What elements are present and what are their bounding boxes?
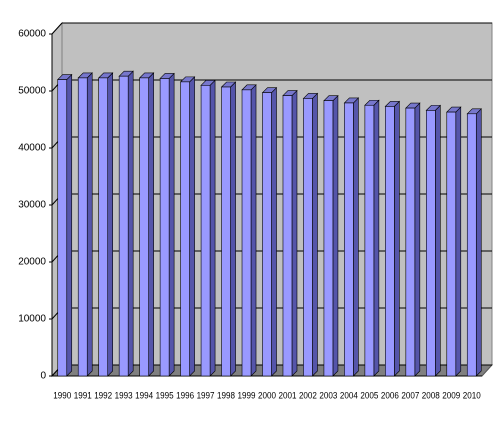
bar-side [107,72,113,377]
y-tick-label: 40000 [18,143,46,154]
x-tick-label: 2010 [463,390,481,400]
bar [241,89,252,377]
bar [344,102,354,377]
bar-side [148,72,154,377]
y-tick-label: 50000 [18,86,46,97]
bar [405,107,416,377]
x-tick-label: 1991 [74,390,92,400]
bar [282,95,293,377]
y-tick-label: 30000 [18,200,46,211]
x-tick-label: 1998 [217,390,235,400]
y-tick-label: 60000 [18,29,46,40]
x-tick-label: 1999 [238,390,256,400]
y-tick-label: 20000 [18,257,46,268]
bar [77,77,88,377]
bar-side [455,106,462,377]
bar [385,106,395,377]
bar-side [209,79,216,377]
bar-side [168,72,175,377]
x-tick-label: 2001 [278,390,296,400]
bar-side [373,99,380,377]
bar-side [394,100,400,377]
x-tick-label: 2008 [422,390,440,400]
bar [139,77,149,377]
x-tick-label: 1990 [53,390,71,400]
bar-side [353,97,359,377]
bar-side [332,94,339,377]
x-tick-label: 2003 [319,390,337,400]
bar [446,111,457,377]
bar [426,110,436,377]
y-tick-label: 0 [40,371,46,382]
bar-side [86,72,93,377]
y-tick-label: 10000 [18,314,46,325]
bar-side [250,84,257,377]
bar [180,81,190,377]
bar-side [312,92,318,377]
bar [323,100,334,377]
bar-side [414,102,421,377]
bar [262,92,272,377]
bar [466,113,477,377]
x-tick-label: 2007 [401,390,419,400]
bar [98,77,108,377]
x-tick-label: 1997 [197,390,215,400]
bar [200,85,211,377]
x-tick-label: 1995 [156,390,174,400]
bar-side [475,108,482,377]
x-tick-label: 1994 [135,390,153,400]
x-tick-label: 2002 [299,390,317,400]
bar-side [66,73,73,377]
grid-line [51,22,63,35]
bar-side [189,76,195,377]
x-tick-label: 2006 [381,390,399,400]
bar [221,86,231,377]
bar-side [127,70,134,377]
bar [364,104,375,377]
x-tick-label: 2000 [258,390,276,400]
bar [159,78,170,377]
x-tick-label: 1996 [176,390,194,400]
x-tick-label: 1993 [115,390,133,400]
bar-side [435,104,441,377]
bar-side [271,86,277,377]
bar-side [230,81,236,377]
x-tick-label: 1992 [94,390,112,400]
x-tick-label: 2009 [442,390,460,400]
x-tick-label: 2004 [340,390,358,400]
bar [303,98,313,377]
x-tick-label: 2005 [360,390,378,400]
bar [57,79,68,377]
bar-side [291,89,298,377]
bar [118,75,129,377]
